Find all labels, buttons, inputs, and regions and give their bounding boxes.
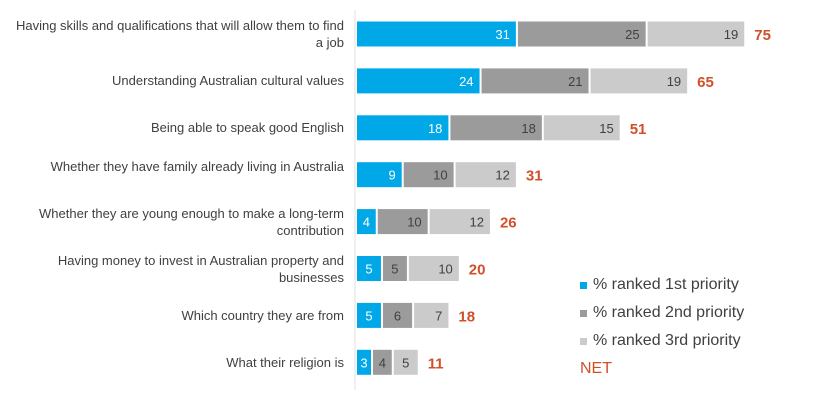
- data-label: 6: [394, 308, 401, 323]
- legend-label: % ranked 2nd priority: [593, 304, 745, 321]
- legend-item-3rd: % ranked 3rd priority: [580, 332, 741, 350]
- data-label: 18: [428, 121, 442, 136]
- bar-segment-3: [455, 162, 516, 188]
- data-label: 31: [495, 27, 509, 42]
- data-label: 10: [438, 262, 452, 277]
- bar-segment-3: [647, 21, 745, 47]
- legend-swatch-3rd: [580, 337, 587, 345]
- data-label: 10: [407, 215, 421, 230]
- net-label: 11: [428, 355, 444, 372]
- legend-swatch-2nd: [580, 309, 587, 317]
- data-label: 19: [667, 74, 681, 89]
- bar-segment-2: [403, 162, 454, 188]
- bar-segment-1: [357, 115, 449, 141]
- data-label: 4: [363, 215, 370, 230]
- bar-segment-1: [357, 349, 371, 375]
- net-label: 65: [697, 74, 714, 91]
- data-label: 19: [724, 27, 738, 42]
- net-label: 31: [526, 168, 543, 185]
- bar-segment-3: [414, 302, 449, 328]
- data-label: 24: [459, 74, 473, 89]
- net-label: 20: [469, 262, 486, 279]
- bar-segment-1: [357, 68, 480, 94]
- bar-segment-1: [357, 209, 376, 235]
- data-label: 21: [568, 74, 582, 89]
- net-label: 51: [630, 121, 647, 138]
- bar-segment-3: [429, 209, 490, 235]
- category-label: Having skills and qualifications that wi…: [15, 18, 344, 50]
- bar-segment-2: [481, 68, 589, 94]
- category-label: Whether they have family already living …: [50, 158, 344, 174]
- data-label: 15: [599, 121, 613, 136]
- bar-segment-3: [543, 115, 620, 141]
- data-label: 5: [402, 355, 409, 370]
- legend-label: NET: [580, 360, 612, 377]
- data-label: 4: [379, 355, 386, 370]
- data-label: 3: [360, 355, 367, 370]
- category-label: Understanding Australian cultural values: [112, 73, 344, 89]
- net-label: 75: [754, 27, 771, 44]
- data-label: 10: [433, 168, 447, 183]
- data-label: 9: [388, 168, 395, 183]
- legend-item-2nd: % ranked 2nd priority: [580, 304, 744, 322]
- category-label: Which country they are from: [181, 307, 344, 323]
- bar-segment-1: [357, 162, 402, 188]
- data-label: 18: [521, 121, 535, 136]
- data-label: 5: [365, 262, 372, 277]
- net-label: 26: [500, 215, 517, 232]
- bar-segment-1: [357, 21, 516, 47]
- legend-item-net: NET: [580, 360, 612, 378]
- legend-item-1st: % ranked 1st priority: [580, 276, 739, 294]
- data-label: 12: [495, 168, 509, 183]
- bar-segment-2: [377, 209, 428, 235]
- bar-segment-2: [382, 302, 413, 328]
- category-label: Being able to speak good English: [151, 120, 344, 136]
- category-label: What their religion is: [226, 354, 344, 370]
- data-label: 25: [625, 27, 639, 42]
- bar-segment-3: [590, 68, 688, 94]
- legend-label: % ranked 3rd priority: [593, 332, 741, 349]
- legend-swatch-1st: [580, 281, 587, 289]
- bar-segment-2: [373, 349, 392, 375]
- bar-segment-2: [450, 115, 542, 141]
- data-label: 7: [435, 308, 442, 323]
- bar-segment-1: [357, 302, 381, 328]
- category-label: Whether they are young enough to make a …: [39, 205, 344, 238]
- bar-segment-2: [382, 256, 407, 281]
- data-label: 12: [469, 215, 483, 230]
- data-label: 5: [391, 262, 398, 277]
- bar-segment-3: [408, 256, 459, 281]
- legend-label: % ranked 1st priority: [593, 276, 739, 293]
- bar-segment-3: [393, 349, 418, 375]
- bar-segment-1: [357, 256, 381, 281]
- bar-segment-2: [517, 21, 646, 47]
- category-label: Having money to invest in Australian pro…: [57, 252, 344, 285]
- data-label: 5: [365, 308, 372, 323]
- net-label: 18: [458, 308, 475, 325]
